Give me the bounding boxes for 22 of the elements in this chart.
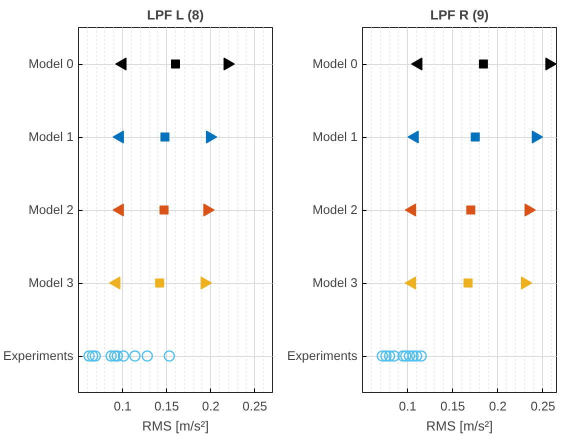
x-tick-label: 0.2 bbox=[202, 400, 220, 414]
y-tick-label: Model 3 bbox=[28, 276, 74, 290]
x-tick-label: 0.1 bbox=[398, 400, 416, 414]
x-tick-label: 0.15 bbox=[154, 400, 180, 414]
y-tick-label: Model 2 bbox=[28, 203, 74, 217]
y-tick-label: Model 0 bbox=[312, 57, 358, 71]
x-tick-label: 0.1 bbox=[114, 400, 132, 414]
x-tick-label: 0.2 bbox=[489, 400, 507, 414]
y-tick-label: Model 2 bbox=[312, 203, 358, 217]
y-tick-label: Experiments bbox=[3, 349, 74, 363]
x-axis-title: RMS [m/s²] bbox=[142, 418, 209, 434]
x-axis-title: RMS [m/s²] bbox=[426, 418, 493, 434]
y-tick-label: Experiments bbox=[287, 349, 358, 363]
chart-title: LPF R (9) bbox=[430, 8, 489, 22]
x-tick-label: 0.25 bbox=[242, 400, 268, 414]
y-tick-label: Model 3 bbox=[312, 276, 358, 290]
x-tick-label: 0.15 bbox=[440, 400, 466, 414]
y-tick-label: Model 0 bbox=[28, 57, 74, 71]
y-tick-label: Model 1 bbox=[312, 130, 358, 144]
y-tick-label: Model 1 bbox=[28, 130, 74, 144]
chart-title: LPF L (8) bbox=[146, 8, 204, 22]
x-tick-label: 0.25 bbox=[530, 400, 556, 414]
